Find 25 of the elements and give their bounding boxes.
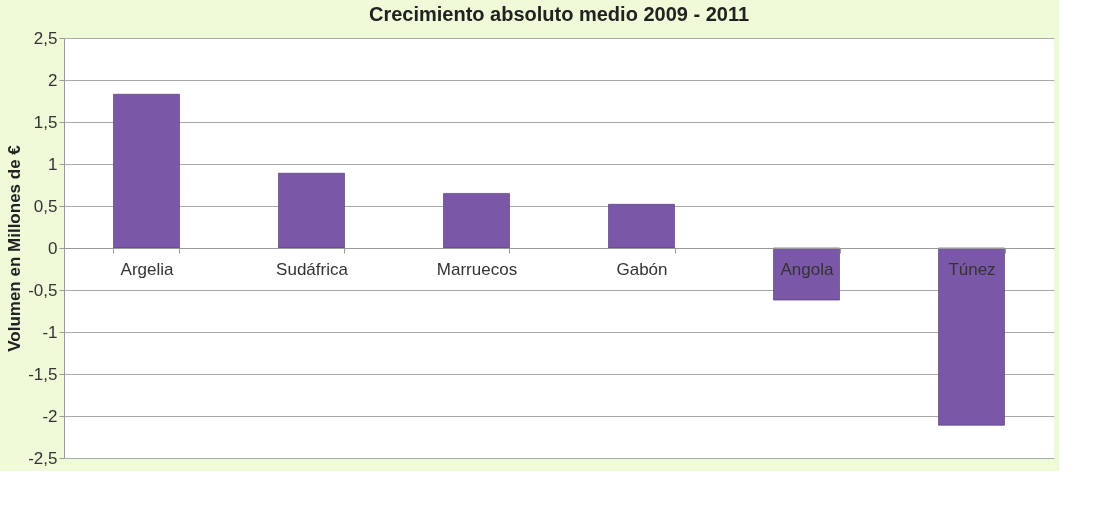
x-tick-label: Túnez — [948, 259, 996, 279]
x-tick-label: Sudáfrica — [276, 259, 349, 279]
y-tick-label: 1,5 — [33, 112, 58, 132]
y-tick-label: -0,5 — [28, 280, 58, 300]
x-tick-label: Argelia — [120, 259, 174, 279]
x-tick-label: Marruecos — [436, 259, 518, 279]
bar — [773, 247, 840, 301]
y-tick-label: 0 — [48, 238, 58, 258]
y-tick-label: 1 — [48, 154, 58, 174]
y-tick-label: -1 — [42, 322, 58, 342]
y-tick-label: -2,5 — [28, 448, 58, 468]
x-tick-label: Angola — [780, 259, 835, 279]
bar — [443, 193, 510, 249]
bar — [278, 172, 345, 249]
y-axis-title: Volumen en Millones de € — [5, 144, 25, 352]
y-tick-label: -1,5 — [28, 364, 58, 384]
y-tick-label: 2 — [48, 70, 58, 90]
y-tick-label: -2 — [42, 406, 58, 426]
bar — [938, 247, 1005, 426]
chart-title: Crecimiento absoluto medio 2009 - 2011 — [368, 3, 750, 25]
y-tick-label: 2,5 — [33, 28, 58, 48]
bar — [113, 93, 180, 249]
bar — [608, 204, 675, 249]
x-tick-label: Gabón — [616, 259, 668, 279]
y-tick-label: 0,5 — [33, 196, 58, 216]
